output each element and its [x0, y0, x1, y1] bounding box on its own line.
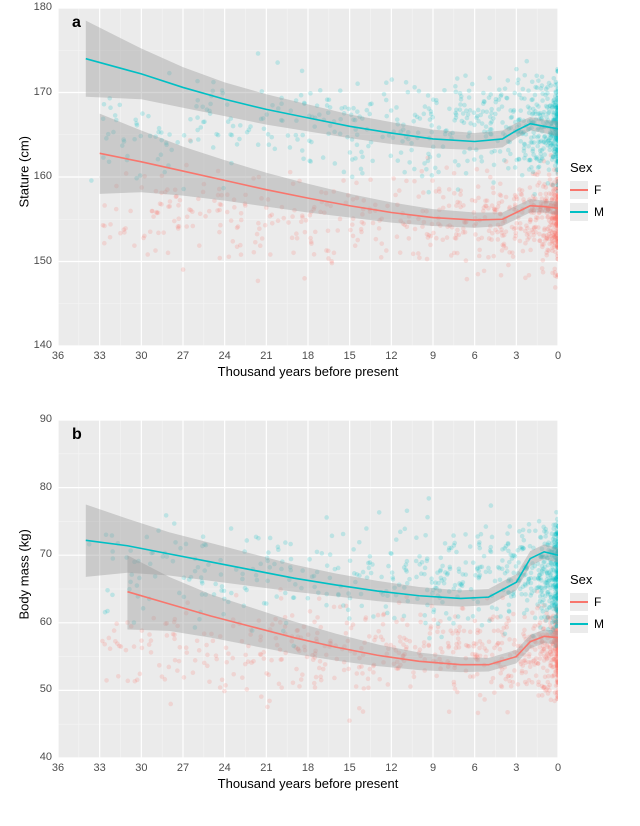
xtick-label: 30 [129, 350, 153, 362]
ytick-label: 170 [12, 86, 52, 98]
panel-a-plot: a [58, 8, 558, 346]
xtick-label: 12 [379, 350, 403, 362]
ytick-label: 150 [12, 255, 52, 267]
xtick-label: 18 [296, 350, 320, 362]
legend-items: FM [570, 593, 604, 633]
panel-b-svg [58, 420, 558, 758]
legend-label: F [594, 595, 601, 609]
legend-item: F [570, 593, 604, 611]
legend-a: Sex FM [570, 160, 604, 225]
ytick-label: 160 [12, 170, 52, 182]
legend-item: M [570, 615, 604, 633]
legend-line-icon [570, 601, 588, 603]
xtick-label: 36 [46, 350, 70, 362]
panel-b-plot: b [58, 420, 558, 758]
legend-item: M [570, 203, 604, 221]
xtick-label: 0 [546, 762, 570, 774]
xtick-label: 6 [463, 350, 487, 362]
panel-b-xlabel: Thousand years before present [58, 776, 558, 791]
legend-label: F [594, 183, 601, 197]
panel-b-label: b [72, 426, 82, 444]
legend-key [570, 593, 588, 611]
panel-a-svg [58, 8, 558, 346]
xtick-label: 12 [379, 762, 403, 774]
xtick-label: 9 [421, 350, 445, 362]
xtick-label: 9 [421, 762, 445, 774]
xtick-label: 27 [171, 762, 195, 774]
xtick-label: 21 [254, 762, 278, 774]
legend-label: M [594, 617, 604, 631]
xtick-label: 0 [546, 350, 570, 362]
xtick-label: 24 [213, 350, 237, 362]
xtick-label: 24 [213, 762, 237, 774]
legend-key [570, 615, 588, 633]
legend-item: F [570, 181, 604, 199]
xtick-label: 15 [338, 762, 362, 774]
ytick-label: 90 [12, 413, 52, 425]
legend-line-icon [570, 623, 588, 625]
xtick-label: 15 [338, 350, 362, 362]
legend-line-icon [570, 211, 588, 213]
legend-title: Sex [570, 160, 604, 175]
panel-a-xlabel: Thousand years before present [58, 364, 558, 379]
ytick-label: 60 [12, 616, 52, 628]
legend-key [570, 181, 588, 199]
legend-b: Sex FM [570, 572, 604, 637]
xtick-label: 30 [129, 762, 153, 774]
ytick-label: 70 [12, 548, 52, 560]
xtick-label: 33 [88, 762, 112, 774]
xtick-label: 18 [296, 762, 320, 774]
ytick-label: 80 [12, 481, 52, 493]
panel-a-label: a [72, 14, 81, 32]
legend-label: M [594, 205, 604, 219]
legend-items: FM [570, 181, 604, 221]
ytick-label: 50 [12, 683, 52, 695]
xtick-label: 3 [504, 762, 528, 774]
figure-container: a Stature (cm) Thousand years before pre… [0, 0, 640, 826]
legend-title: Sex [570, 572, 604, 587]
xtick-label: 36 [46, 762, 70, 774]
legend-key [570, 203, 588, 221]
ytick-label: 180 [12, 1, 52, 13]
xtick-label: 27 [171, 350, 195, 362]
xtick-label: 3 [504, 350, 528, 362]
xtick-label: 21 [254, 350, 278, 362]
legend-line-icon [570, 189, 588, 191]
panel-b-ylabel: Body mass (kg) [17, 560, 32, 620]
xtick-label: 6 [463, 762, 487, 774]
xtick-label: 33 [88, 350, 112, 362]
